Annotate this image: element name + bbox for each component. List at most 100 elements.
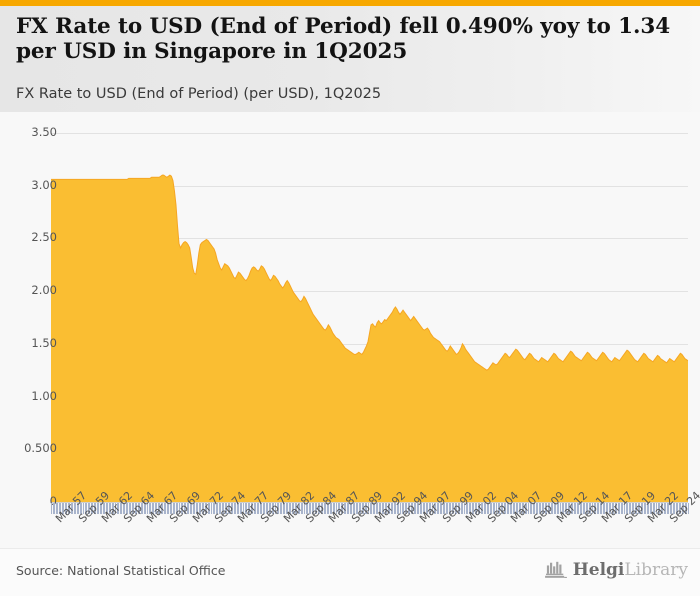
- x-axis-tick: [666, 503, 668, 514]
- x-axis-tick: [136, 503, 138, 514]
- x-axis-tick: [453, 503, 455, 514]
- x-axis-tick: [172, 503, 174, 514]
- x-axis-tick: [255, 503, 257, 514]
- y-axis-tick-label: 2.50: [31, 230, 57, 245]
- x-axis-tick: [227, 503, 229, 514]
- x-axis-tick: [505, 503, 507, 514]
- x-axis-tick: [331, 503, 333, 514]
- chart-header: FX Rate to USD (End of Period) fell 0.49…: [0, 6, 700, 112]
- x-axis-tick: [430, 503, 432, 514]
- x-axis-tick: [67, 503, 69, 514]
- x-axis-tick: [203, 503, 205, 514]
- x-axis-tick: [534, 503, 536, 514]
- x-axis-tick: [421, 503, 423, 514]
- y-axis-tick-label: 0: [49, 494, 57, 508]
- x-axis-tick: [500, 503, 502, 514]
- x-axis-tick: [680, 503, 682, 514]
- x-axis-tick: [241, 503, 243, 514]
- x-axis-tick: [335, 503, 337, 514]
- x-axis-tick: [442, 503, 444, 514]
- x-axis-tick: [86, 503, 88, 514]
- x-axis-tick: [147, 503, 148, 514]
- x-axis-tick: [310, 503, 312, 514]
- x-axis-tick: [313, 503, 315, 514]
- x-axis-tick: [508, 503, 510, 514]
- x-axis-tick: [473, 503, 475, 514]
- x-axis-tick: [119, 503, 121, 514]
- x-axis-tick: [526, 503, 528, 514]
- x-axis-tick: [393, 503, 395, 514]
- x-axis-tick: [509, 503, 511, 514]
- x-axis-tick: [271, 503, 273, 514]
- x-axis-tick: [261, 503, 263, 514]
- x-axis-tick: [514, 503, 516, 514]
- x-axis-tick: [300, 503, 302, 514]
- x-axis-tick: [363, 503, 365, 514]
- x-axis-tick: [168, 503, 170, 514]
- x-axis-tick: [95, 503, 97, 514]
- x-axis-tick: [169, 503, 171, 514]
- x-axis-tick: [249, 503, 251, 514]
- x-axis-tick: [256, 503, 258, 514]
- x-axis-tick: [669, 503, 671, 514]
- x-axis-tick: [303, 503, 305, 514]
- x-axis-tick: [337, 503, 339, 514]
- x-axis-tick: [108, 503, 110, 514]
- x-axis-tick: [171, 503, 173, 514]
- x-axis-tick: [278, 503, 280, 514]
- x-axis-tick: [499, 503, 501, 514]
- x-axis-tick: [185, 503, 187, 514]
- x-axis-tick: [259, 503, 261, 514]
- x-axis-tick: [326, 503, 328, 514]
- x-axis-tick: [674, 503, 676, 514]
- x-axis-tick: [163, 503, 165, 514]
- brand-logo[interactable]: HelgiLibrary: [544, 558, 688, 582]
- x-axis-tick: [579, 503, 581, 514]
- x-axis-tick: [307, 503, 309, 514]
- x-axis-tick: [83, 503, 84, 514]
- x-axis-tick: [215, 503, 217, 514]
- x-axis-tick: [191, 503, 193, 514]
- x-axis-tick: [252, 503, 254, 514]
- x-axis-tick: [367, 503, 369, 514]
- x-axis-tick: [244, 503, 246, 514]
- x-axis-tick: [268, 503, 270, 514]
- x-axis-tick: [137, 503, 139, 514]
- y-axis-tick-label: 3.00: [31, 177, 57, 192]
- x-axis-tick: [441, 503, 443, 514]
- x-axis-tick: [96, 503, 98, 514]
- x-axis-tick: [489, 503, 491, 514]
- x-axis-tick: [102, 503, 104, 514]
- x-axis-tick: [328, 503, 330, 514]
- x-axis-tick: [162, 503, 164, 514]
- x-axis-tick: [349, 503, 351, 514]
- library-building-icon: [544, 561, 567, 578]
- x-axis-tick: [616, 503, 618, 514]
- x-axis-tick: [415, 503, 417, 514]
- chart-subtitle: FX Rate to USD (End of Period) (per USD)…: [16, 86, 382, 102]
- x-axis-tick: [681, 503, 683, 514]
- x-axis-tick: [550, 503, 552, 514]
- x-axis-tick: [605, 503, 607, 514]
- x-axis-tick: [198, 503, 200, 514]
- area-line-path: [51, 174, 688, 371]
- x-axis-tick: [512, 503, 514, 514]
- x-axis-tick: [407, 503, 409, 514]
- x-axis-tick: [610, 503, 612, 514]
- x-axis-tick: [587, 503, 589, 514]
- x-axis-tick: [69, 503, 71, 514]
- x-axis-tick: [305, 503, 307, 514]
- plot-canvas: [51, 133, 688, 503]
- x-axis-tick: [57, 503, 59, 514]
- x-axis-tick: [230, 503, 232, 514]
- x-axis-tick: [566, 503, 568, 514]
- x-axis-tick: [371, 503, 373, 514]
- x-axis-tick: [275, 503, 277, 514]
- x-axis-tick: [151, 503, 153, 514]
- x-axis-tick: [403, 503, 405, 514]
- x-axis-tick: [351, 503, 353, 514]
- x-axis-tick: [239, 503, 241, 514]
- x-axis-tick: [444, 503, 446, 514]
- y-axis-tick-label: 0.500: [24, 441, 57, 456]
